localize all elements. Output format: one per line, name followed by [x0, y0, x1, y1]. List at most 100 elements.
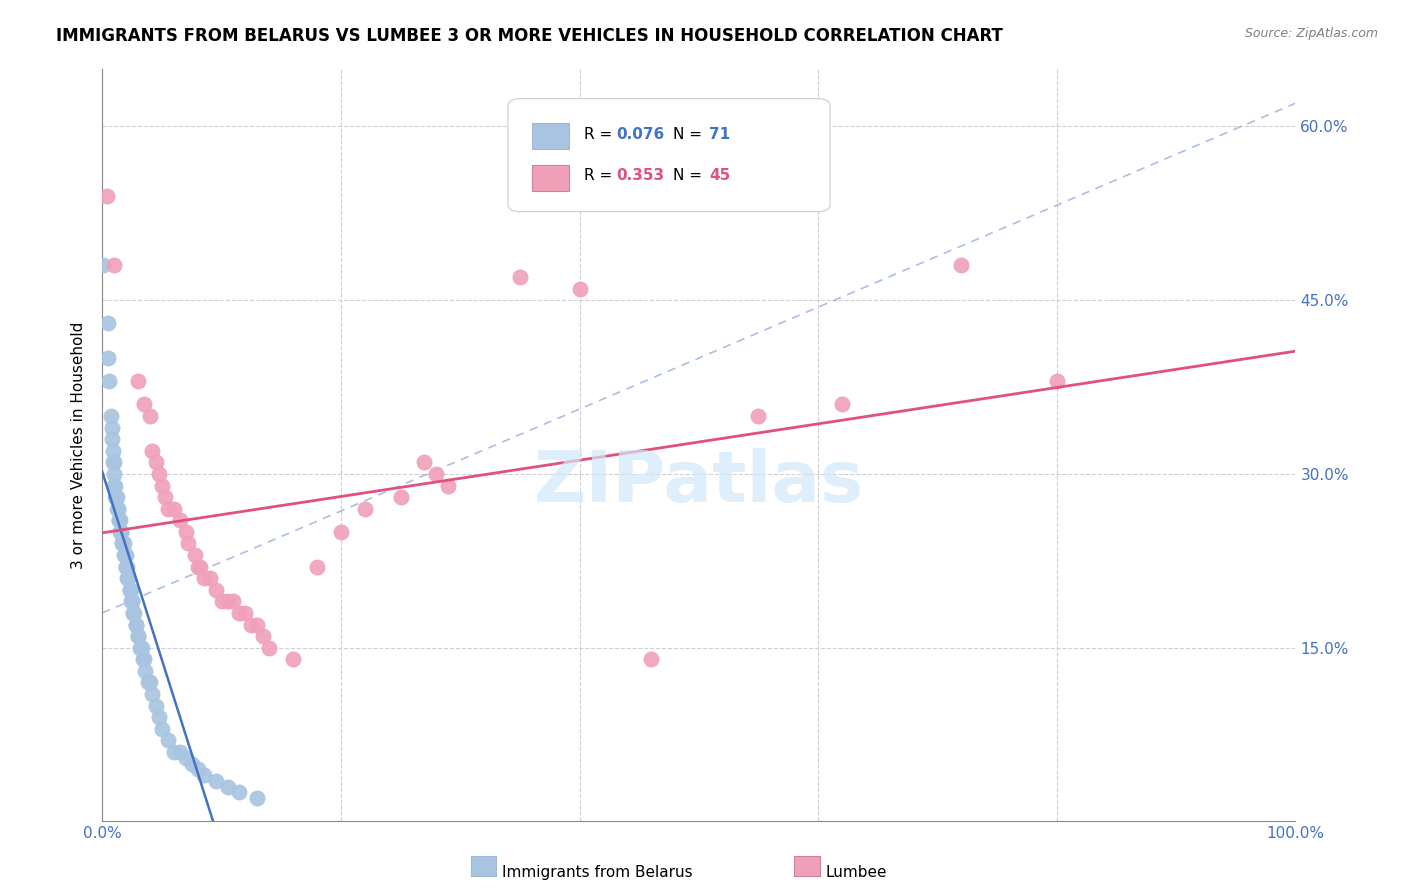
- Point: [103, 467, 125, 481]
- Point: [93, 259, 115, 273]
- Point: [107, 501, 129, 516]
- Point: [240, 617, 263, 632]
- Point: [103, 259, 125, 273]
- Point: [103, 455, 125, 469]
- Point: [222, 594, 245, 608]
- Point: [117, 571, 139, 585]
- Point: [108, 513, 131, 527]
- Point: [425, 467, 447, 481]
- Point: [139, 409, 162, 423]
- Point: [305, 559, 328, 574]
- Text: R =: R =: [583, 168, 617, 183]
- Point: [193, 768, 215, 782]
- Point: [127, 629, 149, 643]
- Point: [120, 582, 142, 597]
- Point: [148, 710, 170, 724]
- Y-axis label: 3 or more Vehicles in Household: 3 or more Vehicles in Household: [72, 321, 86, 569]
- Text: N =: N =: [673, 168, 707, 183]
- Point: [235, 606, 257, 620]
- Text: N =: N =: [673, 127, 707, 142]
- Point: [187, 762, 209, 776]
- Point: [950, 259, 973, 273]
- Point: [100, 420, 122, 434]
- Point: [111, 536, 134, 550]
- Point: [640, 652, 662, 666]
- Point: [509, 270, 531, 285]
- Point: [141, 687, 163, 701]
- FancyBboxPatch shape: [508, 99, 830, 211]
- Point: [193, 571, 215, 585]
- Point: [104, 490, 127, 504]
- Point: [329, 524, 352, 539]
- Point: [110, 524, 132, 539]
- Text: ZIPatlas: ZIPatlas: [534, 448, 863, 517]
- Point: [101, 455, 124, 469]
- Point: [252, 629, 274, 643]
- Point: [107, 501, 129, 516]
- Point: [105, 490, 128, 504]
- Point: [246, 791, 269, 805]
- Text: Lumbee: Lumbee: [825, 865, 887, 880]
- Point: [118, 582, 141, 597]
- Point: [114, 548, 136, 562]
- Point: [132, 397, 155, 411]
- Point: [108, 513, 131, 527]
- Point: [413, 455, 436, 469]
- Point: [228, 785, 250, 799]
- Point: [174, 524, 197, 539]
- Point: [163, 501, 186, 516]
- Point: [389, 490, 412, 504]
- Point: [127, 629, 149, 643]
- Point: [108, 524, 131, 539]
- Text: Immigrants from Belarus: Immigrants from Belarus: [502, 865, 693, 880]
- Point: [568, 282, 591, 296]
- Text: R =: R =: [583, 127, 617, 142]
- Point: [103, 478, 125, 492]
- Point: [121, 594, 143, 608]
- Point: [129, 640, 152, 655]
- Point: [112, 536, 135, 550]
- Point: [100, 432, 122, 446]
- Point: [180, 756, 202, 771]
- Point: [97, 351, 120, 365]
- Point: [187, 559, 209, 574]
- Point: [117, 571, 139, 585]
- Point: [122, 606, 145, 620]
- Point: [204, 773, 226, 788]
- Point: [120, 594, 142, 608]
- Point: [132, 652, 155, 666]
- Point: [124, 617, 146, 632]
- Point: [747, 409, 769, 423]
- Point: [117, 571, 139, 585]
- Point: [1046, 374, 1069, 388]
- Point: [163, 745, 186, 759]
- Point: [115, 559, 138, 574]
- Point: [98, 374, 121, 388]
- Point: [156, 501, 179, 516]
- Point: [96, 189, 118, 203]
- Point: [169, 513, 191, 527]
- Point: [211, 594, 233, 608]
- Point: [217, 594, 239, 608]
- Point: [121, 594, 143, 608]
- Point: [115, 559, 138, 574]
- Point: [101, 443, 124, 458]
- FancyBboxPatch shape: [531, 123, 569, 150]
- FancyBboxPatch shape: [531, 164, 569, 191]
- Point: [132, 652, 155, 666]
- Point: [127, 374, 149, 388]
- Text: 0.353: 0.353: [616, 168, 664, 183]
- Text: 71: 71: [709, 127, 730, 142]
- Point: [437, 478, 460, 492]
- Point: [100, 409, 122, 423]
- Point: [111, 536, 134, 550]
- Text: 45: 45: [709, 168, 730, 183]
- Point: [145, 698, 167, 713]
- Point: [831, 397, 853, 411]
- Point: [174, 750, 197, 764]
- Point: [204, 582, 226, 597]
- Point: [110, 524, 132, 539]
- Point: [124, 617, 146, 632]
- Point: [139, 675, 162, 690]
- Text: Source: ZipAtlas.com: Source: ZipAtlas.com: [1244, 27, 1378, 40]
